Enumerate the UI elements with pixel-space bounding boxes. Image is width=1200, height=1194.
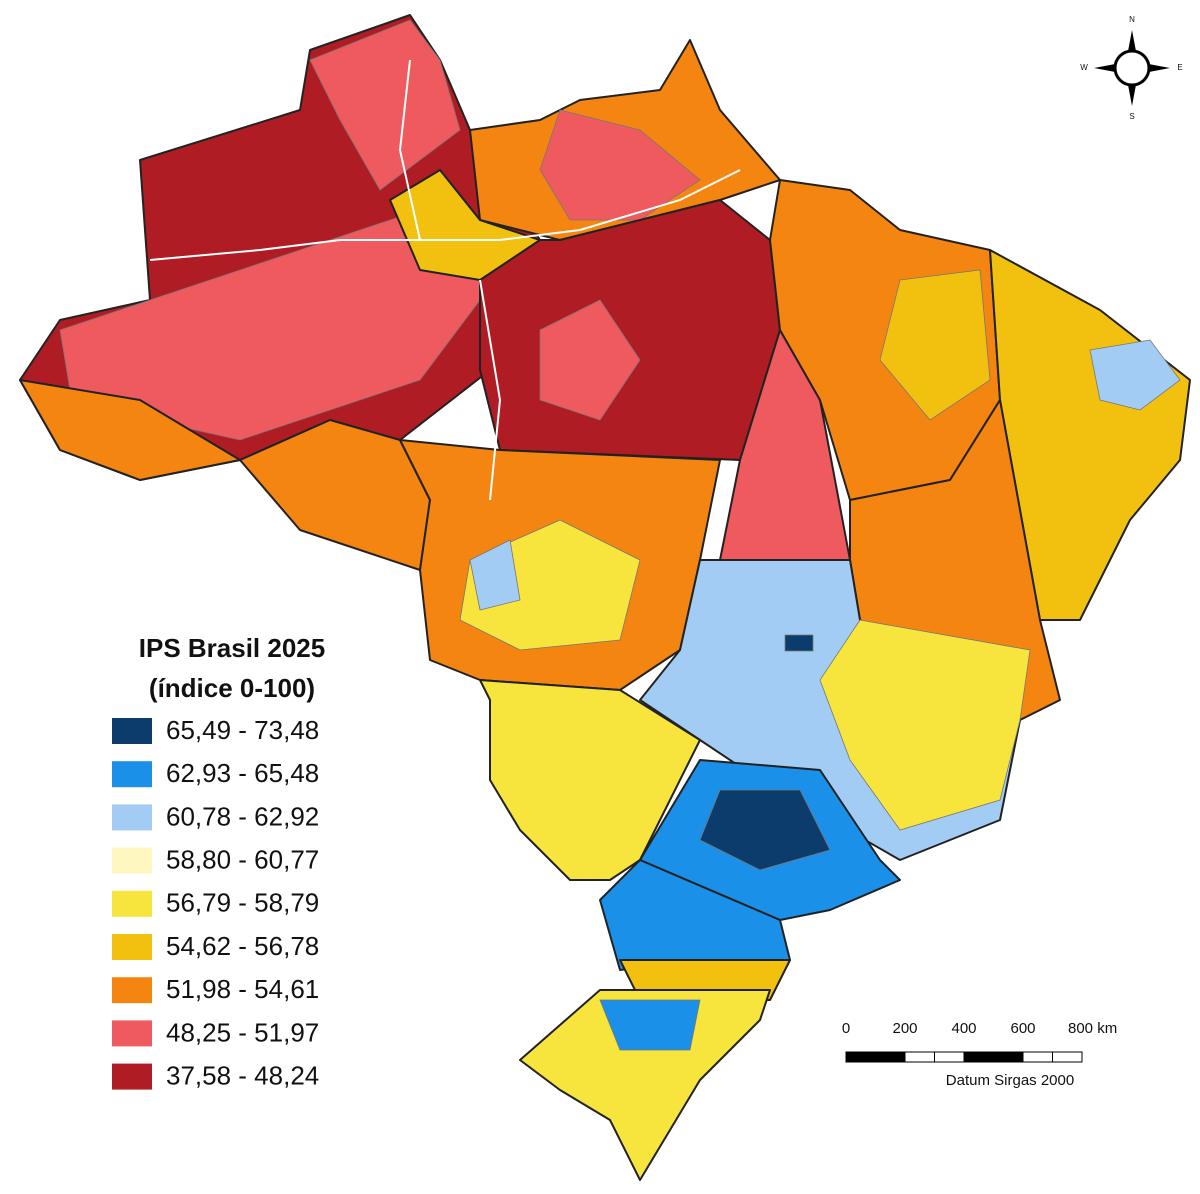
scale-label: 800 km bbox=[1068, 1020, 1117, 1037]
compass-n: N bbox=[1129, 15, 1135, 24]
legend-label: 54,62 - 56,78 bbox=[166, 931, 319, 961]
region-ne-blue bbox=[1089, 339, 1181, 411]
scale-label: 400 bbox=[951, 1020, 976, 1037]
scale-segment bbox=[875, 1051, 906, 1063]
legend-label: 58,80 - 60,77 bbox=[166, 844, 319, 874]
legend-swatch bbox=[112, 1063, 152, 1090]
compass-e: E bbox=[1177, 63, 1182, 72]
legend-swatch bbox=[112, 934, 152, 960]
region-mid-amazon bbox=[389, 169, 541, 281]
scale-segment bbox=[1052, 1051, 1083, 1063]
region-rio-grande-do-sul bbox=[519, 989, 771, 1181]
region-minas-yellow bbox=[819, 619, 1031, 831]
compass-ring bbox=[1113, 49, 1151, 87]
compass-s: S bbox=[1129, 112, 1134, 121]
region-roraima bbox=[309, 19, 461, 191]
region-mt-blue bbox=[469, 539, 521, 611]
legend-swatch bbox=[112, 1020, 152, 1047]
river-branch bbox=[479, 279, 502, 501]
legend-label: 37,58 - 48,24 bbox=[166, 1060, 319, 1090]
region-para-pink bbox=[539, 299, 641, 421]
legend-label: 62,93 - 65,48 bbox=[166, 758, 319, 788]
scale-label: 600 bbox=[1010, 1020, 1035, 1037]
region-sp-navy bbox=[699, 789, 831, 871]
map-regions bbox=[19, 14, 1191, 1181]
legend-label: 65,49 - 73,48 bbox=[166, 715, 319, 745]
region-rs-blue bbox=[599, 999, 701, 1051]
region-distrito-federal bbox=[784, 634, 814, 652]
legend-swatch bbox=[112, 718, 152, 744]
scale-segment bbox=[993, 1051, 1024, 1063]
legend-swatch bbox=[112, 761, 152, 788]
compass-w: W bbox=[1080, 63, 1088, 72]
region-mato-grosso-do-sul bbox=[479, 679, 701, 881]
scale-segment bbox=[904, 1051, 935, 1063]
river-branch bbox=[398, 59, 421, 241]
legend-label: 56,79 - 58,79 bbox=[166, 888, 319, 918]
legend-subtitle: (índice 0-100) bbox=[149, 673, 315, 703]
scale-datum: Datum Sirgas 2000 bbox=[946, 1072, 1074, 1089]
scale-segment bbox=[934, 1051, 965, 1063]
compass: N S E W bbox=[1080, 15, 1182, 121]
scale-segment bbox=[845, 1051, 876, 1063]
region-piaui-gold bbox=[879, 269, 991, 421]
legend-label: 48,25 - 51,97 bbox=[166, 1017, 319, 1047]
legend-swatch bbox=[112, 804, 152, 831]
legend-label: 51,98 - 54,61 bbox=[166, 974, 319, 1004]
legend-title: IPS Brasil 2025 bbox=[139, 633, 325, 663]
scale-segment bbox=[963, 1051, 994, 1063]
legend-swatch bbox=[112, 890, 152, 917]
legend-label: 60,78 - 62,92 bbox=[166, 801, 319, 831]
scale-label: 0 bbox=[842, 1020, 850, 1037]
amazon-river bbox=[149, 169, 741, 261]
scale-label: 200 bbox=[892, 1020, 917, 1037]
scale-bar: Datum Sirgas 2000 0 200 400 600 800 km bbox=[842, 1020, 1117, 1089]
scale-segment bbox=[1022, 1051, 1053, 1063]
legend: IPS Brasil 2025 (índice 0-100) 65,49 - 7… bbox=[112, 633, 325, 1090]
legend-swatch bbox=[112, 847, 152, 874]
legend-swatch bbox=[112, 977, 152, 1004]
